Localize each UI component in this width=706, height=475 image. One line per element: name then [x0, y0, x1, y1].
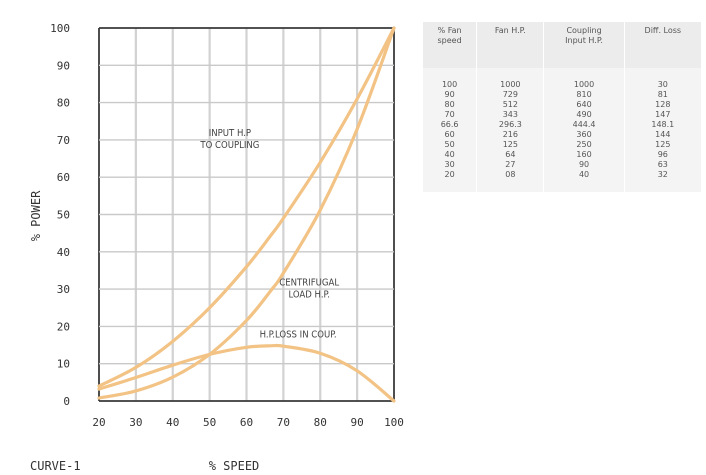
annotation-label: CENTRIFUGAL [279, 277, 339, 288]
table-row: 30 27 90 63 [423, 160, 701, 170]
chart-series [97, 26, 396, 403]
table-row: 80 512 640 128 [423, 100, 701, 110]
y-axis-label: % POWER [29, 190, 43, 241]
y-tick-label: 50 [57, 209, 70, 222]
table-cell: 63 [657, 160, 668, 169]
table-cell: 148.1 [651, 120, 675, 129]
table-row: 90 729 810 81 [423, 90, 701, 100]
table-cell: 1000 [543, 68, 625, 90]
table-header-cell: Fan H.P. [476, 22, 545, 68]
table-header-cell: Coupling Input H.P. [543, 22, 625, 68]
table-row: 50 125 250 125 [423, 140, 701, 150]
table-cell: 125 [655, 140, 671, 149]
y-tick-label: 40 [57, 246, 70, 259]
annotation-label: INPUT H.P [209, 128, 251, 139]
y-tick-label: 80 [57, 97, 70, 110]
data-table: % Fan speed Fan H.P. Coupling Input H.P. Diff… [423, 22, 701, 192]
chart-ticks: 20 30 40 50 60 70 80 90 100 0 10 20 30 40 50 60 70 80 90 10… [50, 22, 404, 429]
table-cell: 216 [476, 130, 545, 140]
table-cell: 70 [423, 110, 478, 120]
table-cell: 100 [423, 68, 478, 90]
table-cell: 32 [657, 170, 668, 179]
x-axis-label: % SPEED [209, 459, 260, 473]
table-cell: 444.4 [543, 120, 625, 130]
table-cell: 125 [476, 140, 545, 150]
table-cell: 512 [476, 100, 545, 110]
table-cell: 30 [423, 160, 478, 170]
y-tick-label: 100 [50, 22, 70, 35]
table-cell: 296.3 [476, 120, 545, 130]
table-cell: 360 [543, 130, 625, 140]
table-header-row: % Fan speed Fan H.P. Coupling Input H.P. Diff… [423, 22, 701, 68]
table-cell: 1000 [476, 68, 545, 90]
table-cell: 128 [655, 100, 671, 109]
table-cell: 50 [423, 140, 478, 150]
y-tick-label: 20 [57, 320, 70, 333]
table-cell: 250 [543, 140, 625, 150]
table-cell: 640 [543, 100, 625, 110]
table-cell: 490 [543, 110, 625, 120]
table-cell: 144 [655, 130, 671, 139]
annotation-label: TO COUPLING [199, 140, 259, 151]
table-row: 40 64 160 96 [423, 150, 701, 160]
x-tick-label: 20 [92, 416, 105, 429]
y-tick-label: 0 [63, 395, 70, 408]
x-tick-label: 30 [129, 416, 142, 429]
table-header-cell: Diff. Loss [644, 26, 682, 35]
annotation-label: LOAD H.P. [288, 289, 329, 300]
series-line-1 [97, 26, 396, 388]
table-cell: 64 [476, 150, 545, 160]
x-tick-label: 60 [240, 416, 253, 429]
y-tick-label: 90 [57, 59, 70, 72]
series-line-2 [97, 26, 396, 400]
y-tick-label: 10 [57, 358, 70, 371]
chart-caption: CURVE-1 [30, 459, 81, 473]
x-tick-label: 40 [166, 416, 179, 429]
x-tick-label: 80 [314, 416, 327, 429]
table-cell: 20 [423, 170, 478, 192]
table-row: 100 1000 1000 30 [423, 68, 701, 90]
table-cell: 66.6 [423, 120, 478, 130]
table-cell: 30 [657, 80, 668, 89]
table-cell: 90 [423, 90, 478, 100]
table-header-cell: % Fan speed [423, 22, 478, 68]
y-tick-label: 60 [57, 171, 70, 184]
table-cell: 90 [543, 160, 625, 170]
table-cell: 60 [423, 130, 478, 140]
series-line-3 [97, 343, 396, 403]
table-row: 20 08 40 32 [423, 170, 701, 192]
y-tick-label: 30 [57, 283, 70, 296]
x-tick-label: 100 [384, 416, 404, 429]
table-row: 66.6 296.3 444.4 148.1 [423, 120, 701, 130]
table-cell: 08 [476, 170, 545, 192]
table-row: 70 343 490 147 [423, 110, 701, 120]
table-cell: 80 [423, 100, 478, 110]
table-cell: 729 [476, 90, 545, 100]
table-cell: 40 [543, 170, 625, 192]
chart-grid [98, 27, 395, 402]
table-cell: 27 [476, 160, 545, 170]
table-cell: 160 [543, 150, 625, 160]
table-cell: 147 [655, 110, 671, 119]
y-tick-label: 70 [57, 134, 70, 147]
table-row: 60 216 360 144 [423, 130, 701, 140]
x-tick-label: 70 [277, 416, 290, 429]
table-cell: 343 [476, 110, 545, 120]
x-tick-label: 90 [351, 416, 364, 429]
table-cell: 96 [657, 150, 668, 159]
table-cell: 81 [657, 90, 668, 99]
table-cell: 810 [543, 90, 625, 100]
table-cell: 40 [423, 150, 478, 160]
table-body: 100 1000 1000 30 90 729 810 81 80 512 640 128 70 343 4… [423, 68, 701, 192]
x-tick-label: 50 [203, 416, 216, 429]
annotation-label: H.P.LOSS IN COUP. [260, 330, 337, 341]
